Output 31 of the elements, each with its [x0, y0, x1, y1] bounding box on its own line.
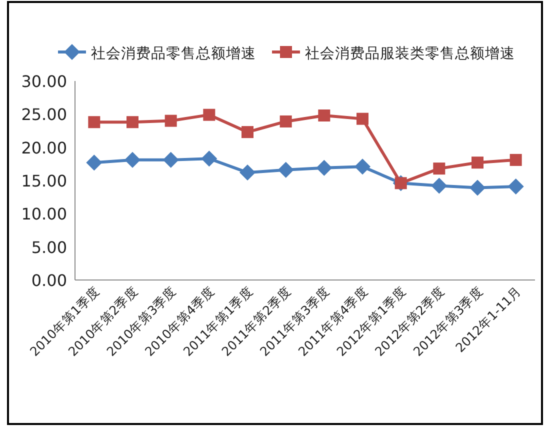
point	[356, 112, 368, 125]
point	[280, 115, 292, 128]
point	[86, 154, 102, 171]
point	[162, 152, 179, 168]
point	[164, 114, 177, 127]
y-tick-label: 25.00	[21, 105, 67, 124]
point	[472, 156, 484, 169]
point	[470, 180, 486, 196]
point	[431, 178, 448, 194]
legend-label: 社会消费品服装类零售总额增速	[305, 45, 515, 62]
legend-label: 社会消费品零售总额增速	[91, 45, 256, 62]
y-tick-label: 15.00	[21, 172, 67, 190]
point	[433, 162, 446, 175]
point	[318, 109, 330, 122]
point	[240, 164, 256, 181]
y-tick-label: 20.00	[21, 138, 67, 158]
point	[88, 116, 100, 128]
point	[278, 162, 294, 178]
point	[203, 108, 216, 121]
point	[126, 116, 138, 128]
point	[201, 150, 218, 167]
point	[508, 178, 524, 194]
point	[510, 154, 522, 166]
y-tick-label: 10.00	[21, 204, 67, 224]
y-tick-label: 0.00	[31, 271, 67, 290]
point	[124, 152, 140, 168]
y-tick-label: 30.00	[21, 72, 67, 91]
point	[316, 160, 332, 176]
point	[242, 126, 254, 138]
y-tick-label: 5.00	[31, 238, 67, 257]
point	[354, 158, 370, 175]
